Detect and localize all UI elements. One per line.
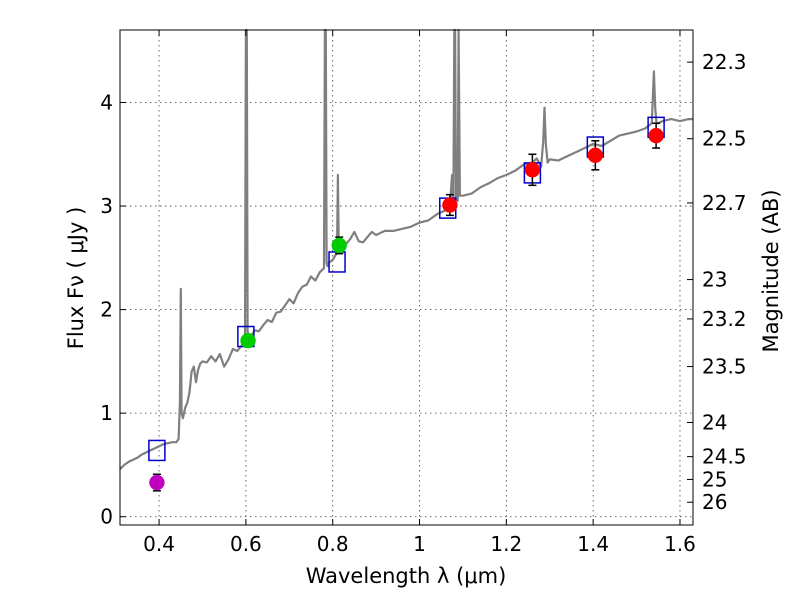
- y-tick-label: 2: [100, 298, 113, 322]
- y2-tick-label: 23.2: [702, 307, 747, 331]
- x-tick-label: 0.4: [143, 532, 175, 556]
- y2-tick-label: 22.5: [702, 127, 747, 151]
- x-tick-label: 1: [413, 532, 426, 556]
- x-axis: 0.4 0.6 0.8 1 1.2 1.4 1.6: [143, 30, 696, 556]
- observed-flux-point: [524, 162, 541, 178]
- x-axis-title: Wavelength λ (μm): [306, 564, 507, 588]
- plot-frame: [119, 29, 694, 526]
- observed-flux-point: [149, 474, 165, 491]
- y-tick-label: 3: [100, 194, 113, 218]
- model-photometry-layer: [148, 116, 665, 462]
- spectrum-layer: [119, 28, 693, 470]
- y2-tick-label: 26: [702, 490, 727, 514]
- observed-flux-point: [240, 332, 256, 349]
- y-tick-label: 1: [100, 401, 113, 425]
- y-tick-label: 4: [100, 90, 113, 114]
- y-axis-left: 0 1 2 3 4: [100, 90, 126, 529]
- y2-tick-label: 24.5: [702, 445, 747, 469]
- y2-tick-label: 24: [702, 410, 727, 434]
- y2-tick-label: 22.7: [702, 191, 747, 215]
- y-tick-label: 0: [100, 505, 113, 529]
- x-tick-label: 0.8: [317, 532, 349, 556]
- x-tick-label: 1.2: [490, 532, 522, 556]
- y-axis-title: Flux Fν ( μJy ): [64, 207, 88, 350]
- grid-layer: [120, 30, 693, 525]
- y-axis-right-title: Magnitude (AB): [759, 189, 783, 352]
- model-spectrum-line: [119, 28, 693, 470]
- model-photometry-square: [148, 439, 166, 462]
- observed-flux-point: [648, 127, 664, 144]
- y2-tick-label: 25: [702, 467, 727, 491]
- y2-tick-label: 23: [702, 268, 727, 292]
- observed-flux-point: [331, 237, 347, 254]
- observation-layer: [149, 122, 664, 492]
- y2-tick-label: 22.3: [702, 50, 747, 74]
- y2-tick-label: 23.5: [702, 355, 747, 379]
- x-tick-label: 1.4: [577, 532, 609, 556]
- x-tick-label: 0.6: [230, 532, 262, 556]
- observed-flux-point: [587, 147, 604, 164]
- observed-flux-point: [442, 197, 458, 213]
- x-tick-label: 1.6: [664, 532, 696, 556]
